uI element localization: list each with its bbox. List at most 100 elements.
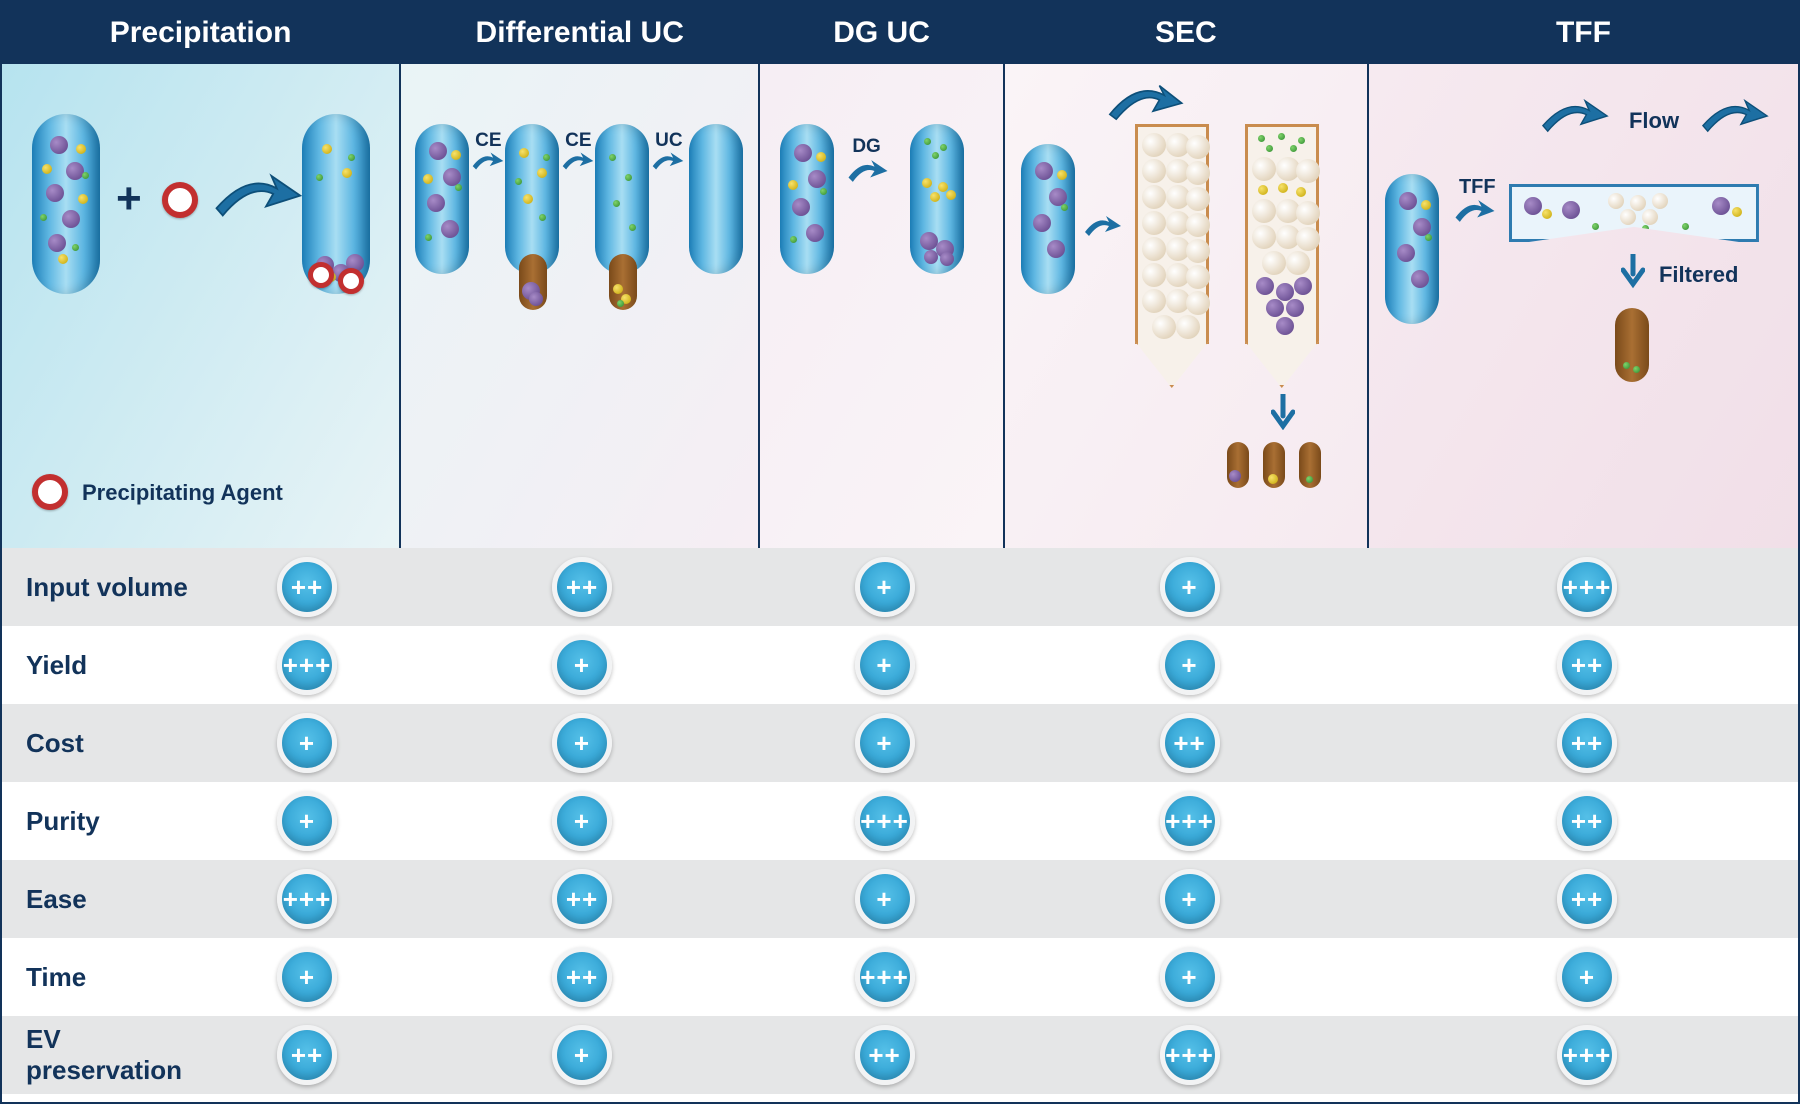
step-label-dg: DG <box>852 136 881 158</box>
rating-cell: ++ <box>212 557 402 617</box>
col-header-diff-uc: Differential UC <box>401 2 758 64</box>
rating-cell: + <box>1007 947 1372 1007</box>
rating-cell: + <box>1372 947 1800 1007</box>
rating-cell: ++ <box>1372 713 1800 773</box>
rating-badge: + <box>277 713 337 773</box>
tff-label: TFF <box>1459 176 1496 199</box>
rating-cell: + <box>762 635 1007 695</box>
rating-cell: +++ <box>1372 557 1800 617</box>
rating-badge: + <box>552 635 612 695</box>
rating-cell: +++ <box>1007 791 1372 851</box>
rating-cell: ++ <box>1372 869 1800 929</box>
row-label: Time <box>2 962 212 993</box>
rating-badge: +++ <box>855 791 915 851</box>
rating-badge: ++ <box>1557 635 1617 695</box>
membrane-icon <box>1509 184 1759 242</box>
rating-badge: + <box>552 713 612 773</box>
rating-cell: +++ <box>1007 1025 1372 1085</box>
row-label: Yield <box>2 650 212 681</box>
flow-arrow-icon <box>1539 98 1609 136</box>
rating-cell: +++ <box>212 635 402 695</box>
rating-badge: ++ <box>277 557 337 617</box>
rating-cell: +++ <box>212 869 402 929</box>
rating-badge: +++ <box>1557 1025 1617 1085</box>
rating-badge: ++ <box>1557 713 1617 773</box>
rating-badge: ++ <box>1557 869 1617 929</box>
comparison-table: Input volume+++++++++Yield++++++++Cost++… <box>2 548 1798 1094</box>
rating-badge: ++ <box>552 869 612 929</box>
legend-label: Precipitating Agent <box>82 480 283 506</box>
rating-cell: + <box>402 791 762 851</box>
rating-cell: ++ <box>1372 791 1800 851</box>
rating-badge: + <box>552 791 612 851</box>
rating-badge: ++ <box>552 947 612 1007</box>
rating-badge: +++ <box>277 869 337 929</box>
rating-cell: ++ <box>402 947 762 1007</box>
table-row: Ease+++++++++ <box>2 860 1798 938</box>
rating-badge: + <box>1160 557 1220 617</box>
rating-cell: ++ <box>402 869 762 929</box>
reagent-ring-icon <box>162 182 198 218</box>
col-header-tff: TFF <box>1369 2 1798 64</box>
rating-badge: +++ <box>1557 557 1617 617</box>
sec-column-icon <box>1245 124 1319 344</box>
rating-cell: + <box>1007 635 1372 695</box>
rating-badge: + <box>855 713 915 773</box>
sec-column-icon <box>1135 124 1209 344</box>
row-label: EV preservation <box>2 1024 212 1086</box>
rating-cell: + <box>402 713 762 773</box>
diagram-diff-uc: CE CE <box>401 64 758 548</box>
rating-cell: ++ <box>762 1025 1007 1085</box>
rating-cell: ++ <box>1372 635 1800 695</box>
rating-cell: + <box>212 791 402 851</box>
rating-cell: + <box>402 635 762 695</box>
rating-cell: ++ <box>212 1025 402 1085</box>
rating-badge: ++ <box>1557 791 1617 851</box>
rating-badge: ++ <box>277 1025 337 1085</box>
diagram-precipitation: + <box>2 64 399 548</box>
rating-badge: + <box>1160 869 1220 929</box>
flow-label: Flow <box>1629 108 1679 134</box>
rating-badge: +++ <box>277 635 337 695</box>
table-row: Purity++++++++++ <box>2 782 1798 860</box>
rating-cell: + <box>212 713 402 773</box>
rating-badge: + <box>1160 947 1220 1007</box>
rating-cell: +++ <box>762 791 1007 851</box>
row-label: Ease <box>2 884 212 915</box>
rating-cell: +++ <box>1372 1025 1800 1085</box>
arrow-icon <box>1083 214 1123 238</box>
rating-badge: + <box>552 1025 612 1085</box>
legend-ring-icon <box>32 474 68 510</box>
diagram-tff: Flow TFF <box>1369 64 1798 548</box>
rating-cell: + <box>212 947 402 1007</box>
arrow-icon <box>561 150 595 172</box>
rating-badge: + <box>277 791 337 851</box>
row-label: Cost <box>2 728 212 759</box>
diagram-sec <box>1005 64 1367 548</box>
arrow-icon <box>471 150 505 172</box>
row-label: Purity <box>2 806 212 837</box>
rating-badge: + <box>1160 635 1220 695</box>
rating-badge: + <box>855 635 915 695</box>
step-label-ce1: CE <box>475 130 501 152</box>
arrow-icon <box>1453 198 1497 224</box>
rating-badge: + <box>855 869 915 929</box>
col-header-precipitation: Precipitation <box>2 2 399 64</box>
arrow-icon <box>651 150 685 172</box>
arrow-icon <box>846 158 890 184</box>
table-row: Time++++++++ <box>2 938 1798 1016</box>
step-label-ce2: CE <box>565 130 591 152</box>
row-label: Input volume <box>2 572 212 603</box>
rating-cell: +++ <box>762 947 1007 1007</box>
rating-cell: + <box>1007 869 1372 929</box>
table-row: Input volume+++++++++ <box>2 548 1798 626</box>
plus-icon: + <box>116 174 142 224</box>
rating-cell: + <box>1007 557 1372 617</box>
col-header-sec: SEC <box>1005 2 1367 64</box>
rating-badge: +++ <box>1160 791 1220 851</box>
rating-badge: ++ <box>855 1025 915 1085</box>
rating-badge: ++ <box>1160 713 1220 773</box>
rating-badge: + <box>277 947 337 1007</box>
figure: Precipitation + <box>0 0 1800 1104</box>
arrow-icon <box>212 172 302 222</box>
